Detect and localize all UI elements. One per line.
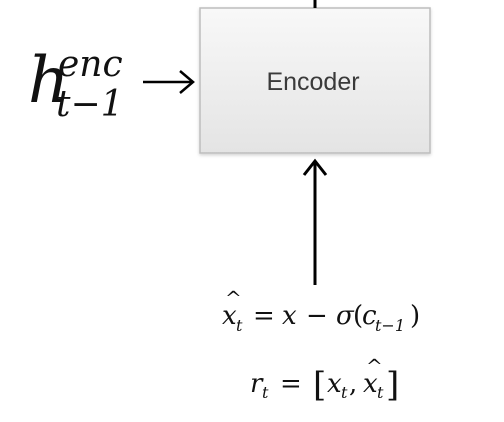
r-x1: x [327,369,342,399]
xhat-c: c [362,301,377,331]
encoder-box [199,7,431,154]
arrow-up-icon [302,158,328,285]
r-close-bracket: ] [386,365,399,405]
xhat-hat: ^ [225,286,242,310]
encoder-block: Encoder [199,7,431,154]
r-x2: x [363,369,378,399]
xhat-equals: = [253,301,275,331]
xhat-sigma: σ [336,301,355,331]
hidden-superscript: enc [58,44,123,85]
r-x2-sub: t [377,383,384,402]
arrow-right-icon [143,70,195,94]
hidden-subscript: t−1 [56,84,124,125]
hidden-state-label: h enc t−1 [28,44,124,125]
r-comma: , [349,369,357,399]
r-open-bracket: [ [313,365,326,405]
xhat-term-x: x [282,301,297,331]
equation-xhat: x ^ t = x − σ ( c t−1 ) [222,286,420,335]
xhat-close-paren: ) [410,301,420,331]
equation-r: r t = [ x t , x ^ t ] [250,354,399,405]
xhat-sub: t [236,316,243,335]
xhat-base: x [222,301,237,331]
hidden-base: h [28,44,69,118]
xhat-c-sub: t−1 [375,316,405,335]
xhat-open-paren: ( [353,301,363,331]
r-sub: t [262,383,269,402]
encoder-label: Encoder [266,68,359,96]
r-x1-sub: t [341,383,348,402]
xhat-minus: − [306,301,328,331]
r-equals: = [280,369,302,399]
r-base: r [250,369,264,399]
r-x2-hat: ^ [366,354,383,378]
